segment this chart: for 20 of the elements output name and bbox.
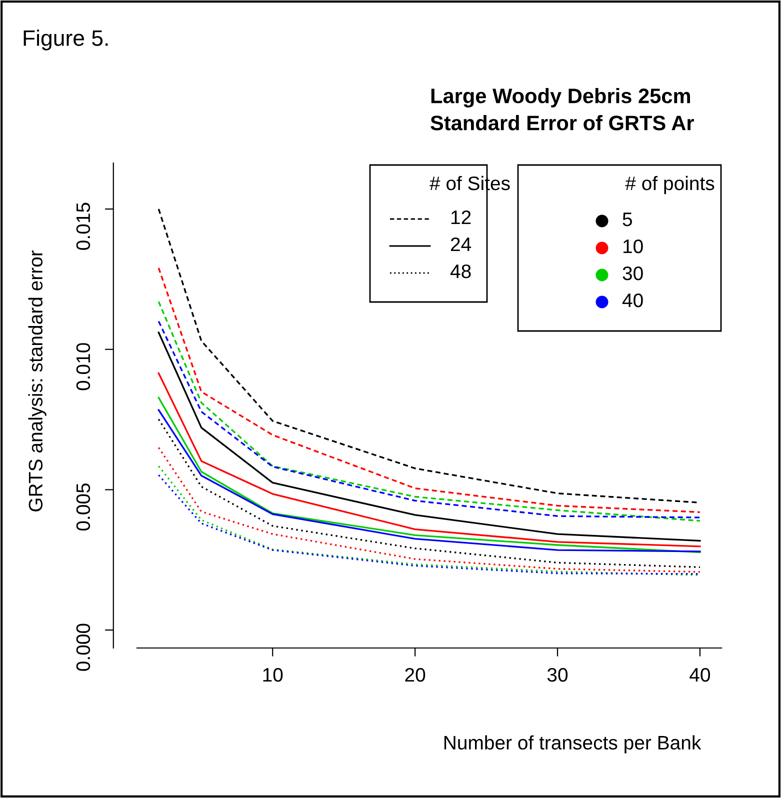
- y-tick-label: 0.015: [76, 202, 90, 250]
- caption: Figure 5.: [24, 30, 108, 50]
- chart-title: Large Woody Debris 25cm Standard Error of GRTS Ar: [430, 88, 694, 130]
- x-axis-title: Number of transects per Bank: [444, 735, 702, 754]
- y-axis-title: GRTS analysis: standard error: [28, 250, 46, 512]
- annotation: # of points: [625, 176, 714, 194]
- y-tick-label: 0.000: [76, 624, 90, 671]
- y-tick-label: 0.010: [76, 343, 90, 390]
- annotation: 48: [450, 264, 471, 278]
- x-tick-label: 10: [263, 668, 283, 682]
- annotation: 24: [450, 237, 472, 252]
- annotation: 12: [451, 210, 471, 224]
- x-tick-label: 20: [405, 668, 426, 682]
- annotation: 5: [622, 212, 632, 226]
- annotation: 40: [622, 293, 643, 308]
- y-tick-label: 0.005: [76, 483, 90, 531]
- annotation: 30: [622, 266, 643, 280]
- x-tick-label: 30: [547, 668, 568, 682]
- annotation: 10: [623, 239, 643, 254]
- x-tick-label: 40: [690, 668, 710, 682]
